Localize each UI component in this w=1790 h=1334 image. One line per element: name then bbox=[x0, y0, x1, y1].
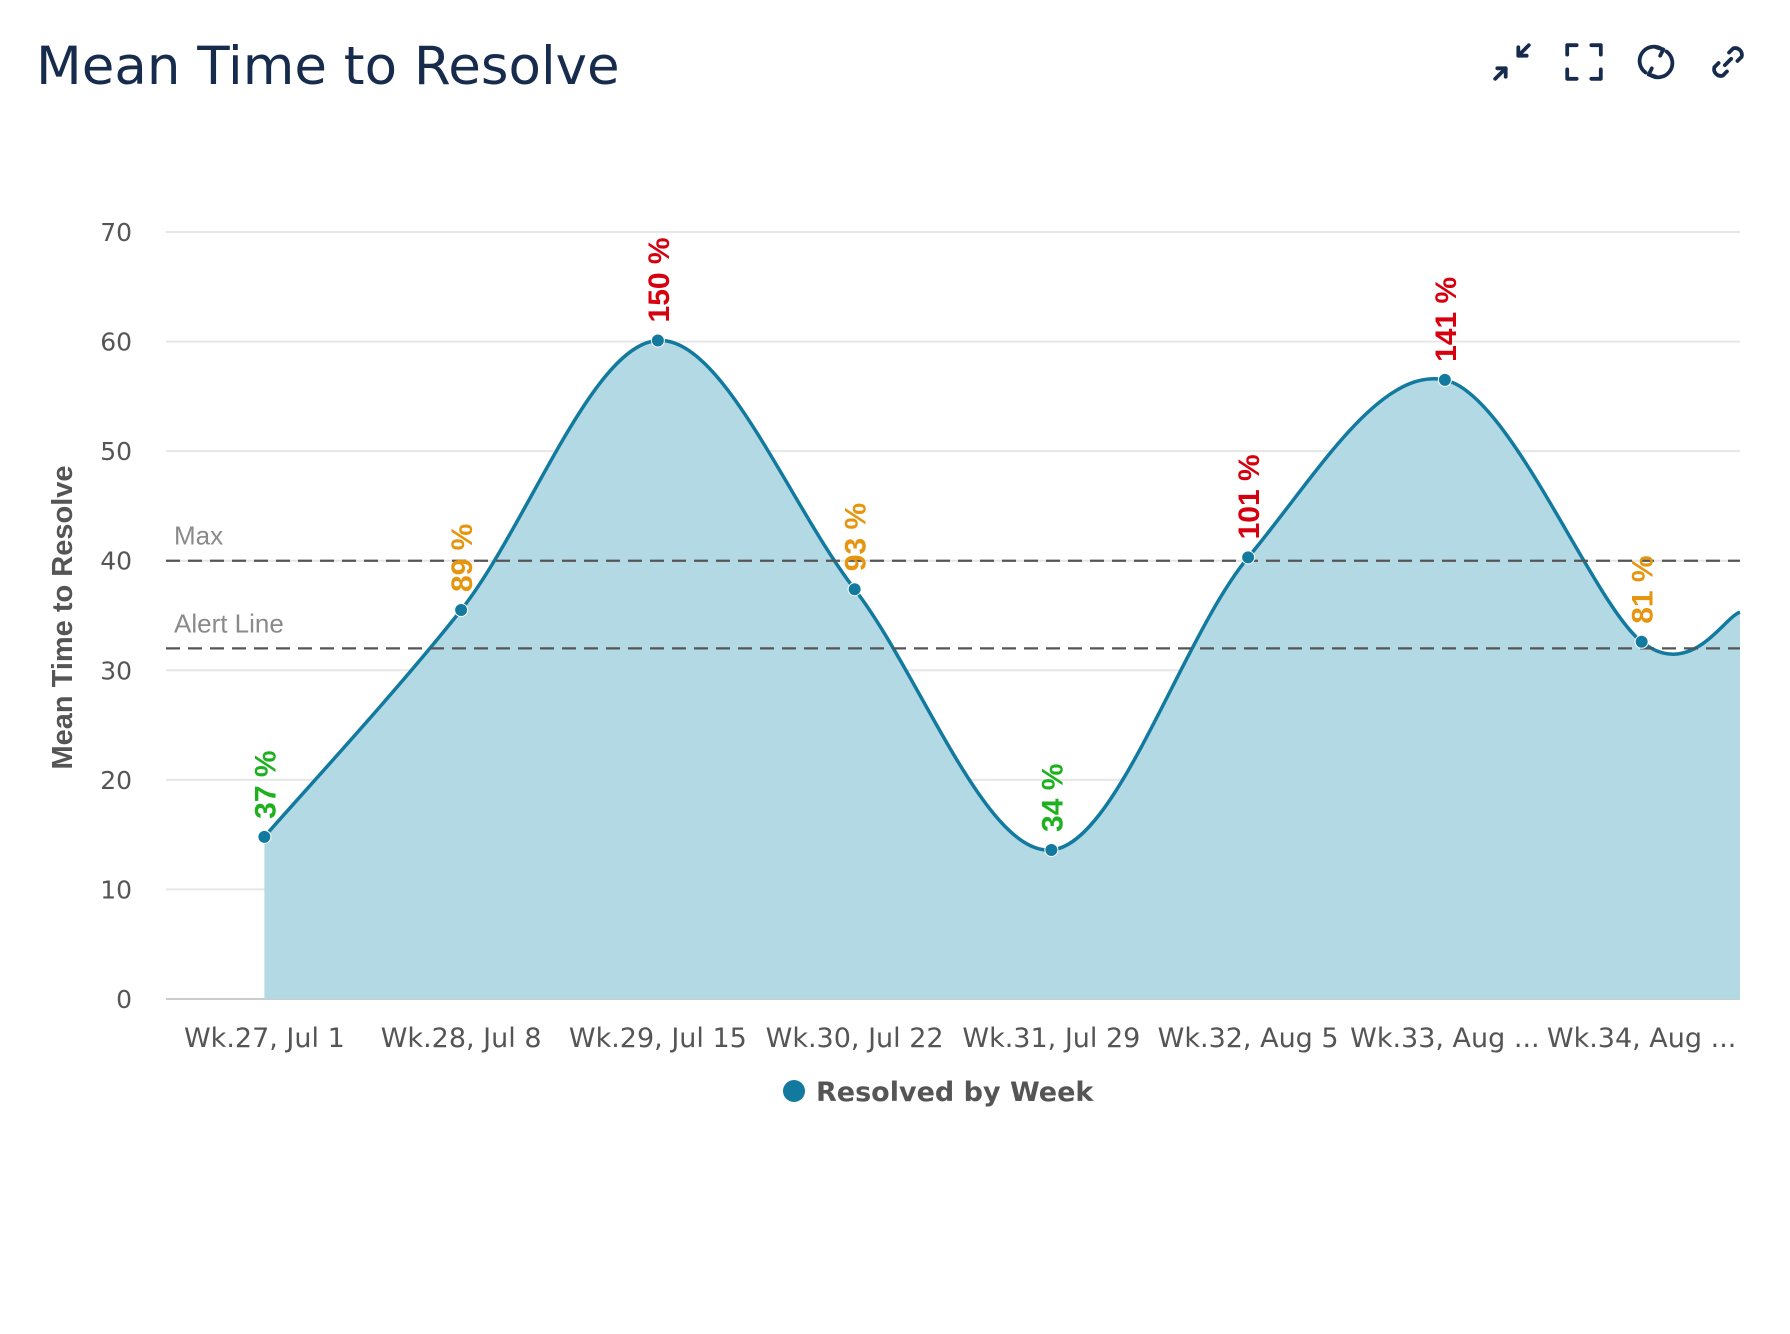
x-tick-label: Wk.31, Jul 29 bbox=[962, 1023, 1140, 1054]
data-label: 93 % bbox=[840, 503, 873, 571]
refresh-icon bbox=[1637, 44, 1675, 80]
data-point bbox=[847, 582, 862, 597]
x-tick-label: Wk.28, Jul 8 bbox=[381, 1023, 542, 1054]
collapse-icon bbox=[1493, 43, 1531, 81]
y-tick-label: 10 bbox=[100, 875, 132, 904]
x-tick-label: Wk.27, Jul 1 bbox=[184, 1023, 345, 1054]
data-label: 101 % bbox=[1233, 454, 1266, 539]
x-tick-label: Wk.34, Aug ... bbox=[1547, 1023, 1737, 1054]
data-label: 34 % bbox=[1036, 764, 1069, 832]
data-label: 81 % bbox=[1627, 555, 1660, 623]
y-tick-label: 30 bbox=[100, 656, 132, 685]
reference-line-label: Max bbox=[174, 521, 223, 551]
data-label: 141 % bbox=[1430, 277, 1463, 362]
x-tick-label: Wk.29, Jul 15 bbox=[569, 1023, 747, 1054]
x-tick-label: Wk.32, Aug 5 bbox=[1158, 1023, 1339, 1054]
data-point bbox=[1044, 842, 1059, 857]
data-point bbox=[1241, 550, 1256, 565]
data-point bbox=[650, 333, 665, 348]
y-tick-label: 50 bbox=[100, 437, 132, 466]
link-icon bbox=[1712, 46, 1744, 78]
data-point bbox=[454, 603, 469, 618]
y-axis-label: Mean Time to Resolve bbox=[47, 465, 79, 769]
legend-label: Resolved by Week bbox=[816, 1077, 1094, 1108]
y-tick-label: 0 bbox=[116, 985, 132, 1014]
toolbar bbox=[1490, 40, 1750, 84]
data-label: 37 % bbox=[249, 750, 282, 818]
x-tick-label: Wk.33, Aug ... bbox=[1350, 1023, 1540, 1054]
data-point bbox=[1634, 634, 1649, 649]
data-point bbox=[257, 829, 272, 844]
refresh-button[interactable] bbox=[1634, 40, 1678, 84]
y-tick-label: 70 bbox=[100, 218, 132, 247]
header: Mean Time to Resolve bbox=[0, 0, 1790, 140]
reference-line-label: Alert Line bbox=[174, 608, 284, 638]
y-tick-label: 40 bbox=[100, 547, 132, 576]
series-line bbox=[263, 338, 1741, 852]
data-label: 89 % bbox=[446, 524, 479, 592]
x-tick-label: Wk.30, Jul 22 bbox=[766, 1023, 944, 1054]
y-tick-label: 20 bbox=[100, 766, 132, 795]
fullscreen-icon bbox=[1565, 43, 1603, 81]
data-label: 150 % bbox=[643, 237, 676, 322]
fullscreen-button[interactable] bbox=[1562, 40, 1606, 84]
y-tick-label: 60 bbox=[100, 328, 132, 357]
collapse-button[interactable] bbox=[1490, 40, 1534, 84]
data-point bbox=[1437, 372, 1452, 387]
legend-marker bbox=[783, 1080, 805, 1102]
page-title: Mean Time to Resolve bbox=[36, 36, 620, 97]
series-area bbox=[264, 340, 1740, 999]
link-button[interactable] bbox=[1706, 40, 1750, 84]
